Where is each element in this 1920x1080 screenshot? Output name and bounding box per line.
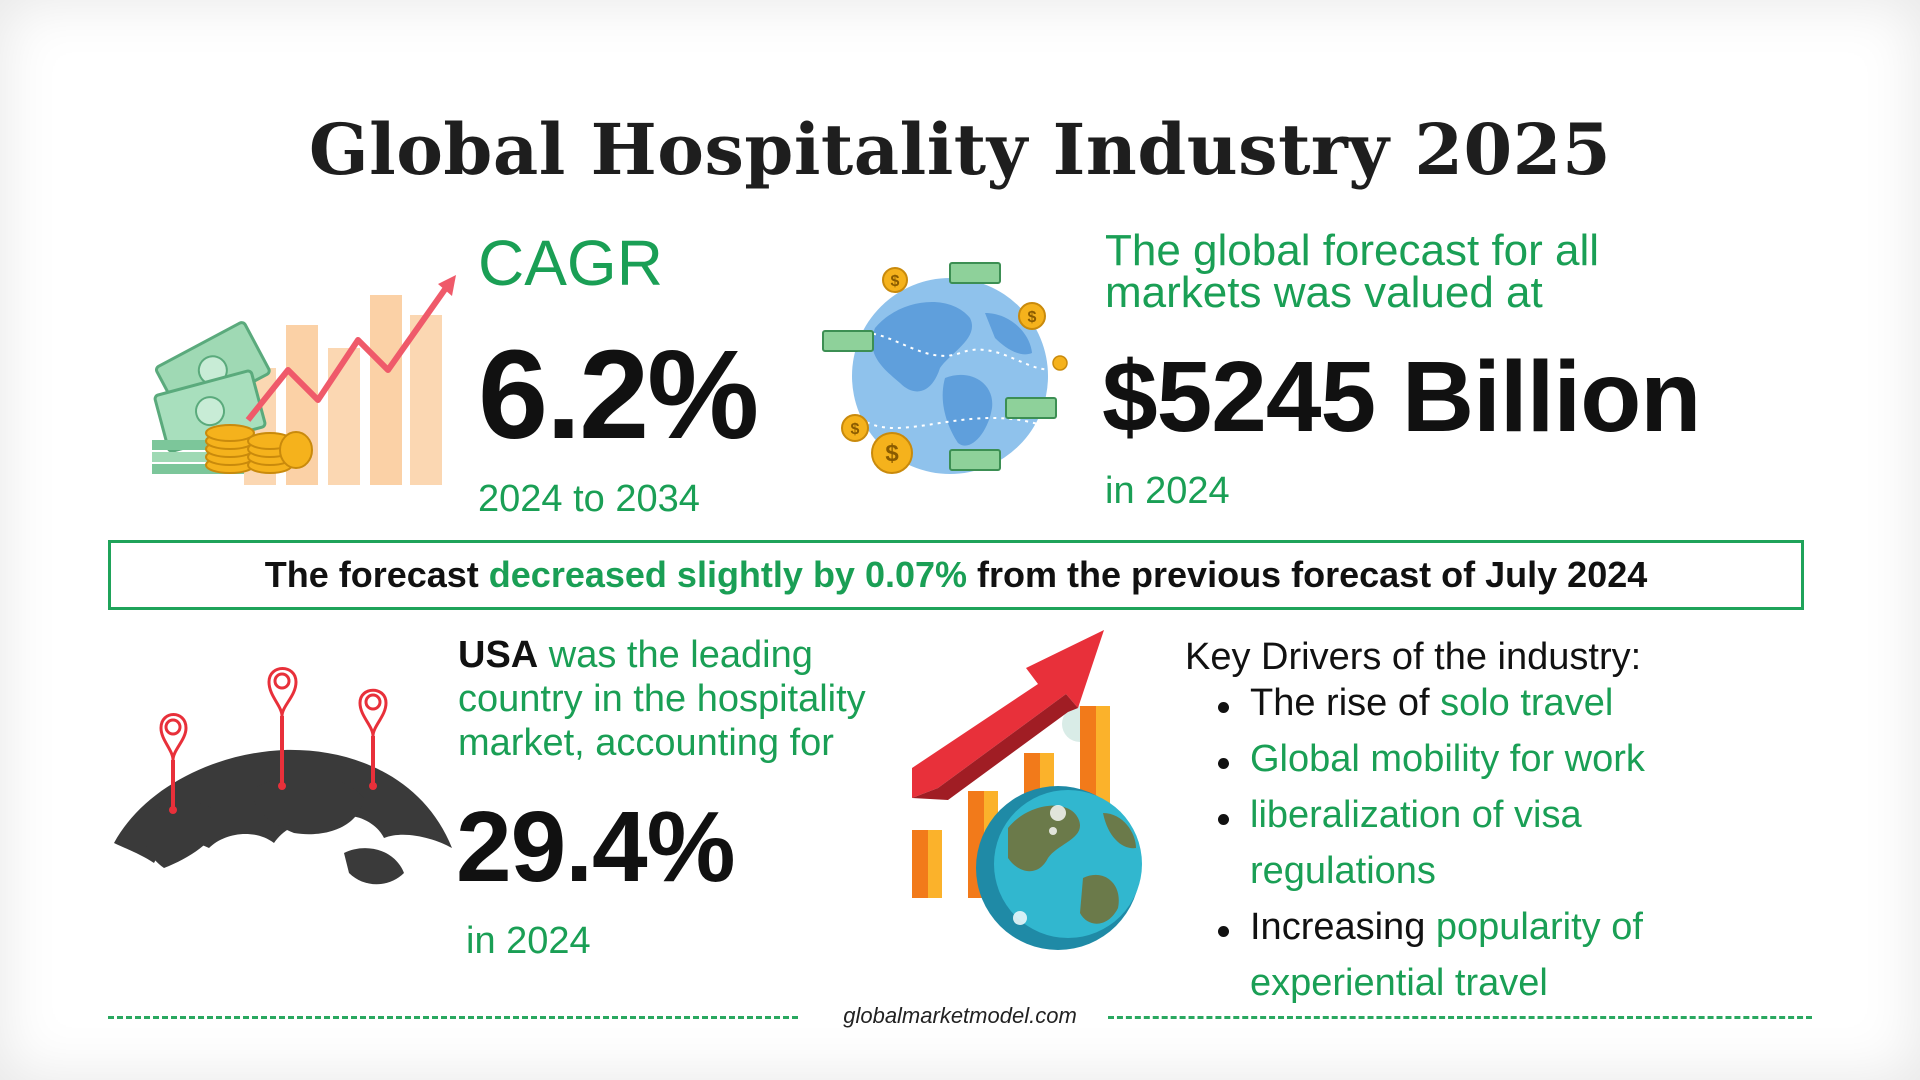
- driver-4-green-1: popularity of: [1435, 906, 1643, 948]
- cagr-value: 6.2%: [478, 324, 759, 465]
- footer-divider-left: [108, 1016, 798, 1019]
- driver-1-green: solo travel: [1440, 682, 1614, 724]
- cagr-period: 2024 to 2034: [478, 478, 700, 520]
- cagr-label: CAGR: [478, 227, 663, 299]
- usa-year: in 2024: [466, 920, 591, 962]
- growth-chart-globe-icon: [912, 630, 1142, 950]
- bullet-icon: [1218, 758, 1229, 769]
- forecast-change-banner: The forecast decreased slightly by 0.07%…: [108, 540, 1804, 610]
- driver-4-line-2: experiential travel: [1250, 962, 1548, 1004]
- driver-1-plain: The rise of: [1250, 682, 1441, 724]
- driver-4-plain: Increasing: [1250, 906, 1436, 948]
- driver-3-line-2: regulations: [1250, 850, 1436, 892]
- usa-share-value: 29.4%: [456, 791, 736, 903]
- svg-text:$: $: [851, 421, 860, 438]
- forecast-line-1: The global forecast for all: [1105, 226, 1600, 275]
- svg-text:$: $: [885, 440, 899, 467]
- forecast-line-2: markets was valued at: [1105, 268, 1543, 317]
- bullet-icon: [1218, 702, 1229, 713]
- key-drivers-title: Key Drivers of the industry:: [1185, 636, 1642, 678]
- money-growth-chart-icon: [152, 275, 456, 485]
- driver-2-green: Global mobility for work: [1250, 738, 1645, 780]
- footer-divider-right: [1108, 1016, 1812, 1019]
- svg-text:$: $: [891, 273, 900, 290]
- bullet-icon: [1218, 926, 1229, 937]
- svg-text:$: $: [1028, 309, 1037, 326]
- world-map-pins-icon: [114, 667, 452, 885]
- usa-line-1: USA was the leading: [458, 634, 813, 677]
- footer-website: globalmarketmodel.com: [843, 1003, 1077, 1028]
- forecast-year: in 2024: [1105, 470, 1230, 512]
- globe-with-money-icon: $ $ $ $: [822, 262, 1068, 474]
- bullet-icon: [1218, 814, 1229, 825]
- usa-line-2: country in the hospitality: [458, 678, 866, 720]
- forecast-value: $5245 Billion: [1102, 341, 1701, 453]
- driver-3-line-1: liberalization of visa: [1250, 794, 1582, 836]
- banner-text-1: The forecast: [264, 554, 489, 595]
- page-title: Global Hospitality Industry 2025: [308, 108, 1612, 191]
- banner-highlight: decreased slightly by 0.07%: [488, 554, 968, 595]
- banner-text-2: from the previous forecast of July 2024: [967, 554, 1648, 595]
- usa-line-3: market, accounting for: [458, 722, 834, 764]
- usa-country: USA: [458, 634, 539, 676]
- usa-line-1-rest: was the leading: [538, 634, 813, 676]
